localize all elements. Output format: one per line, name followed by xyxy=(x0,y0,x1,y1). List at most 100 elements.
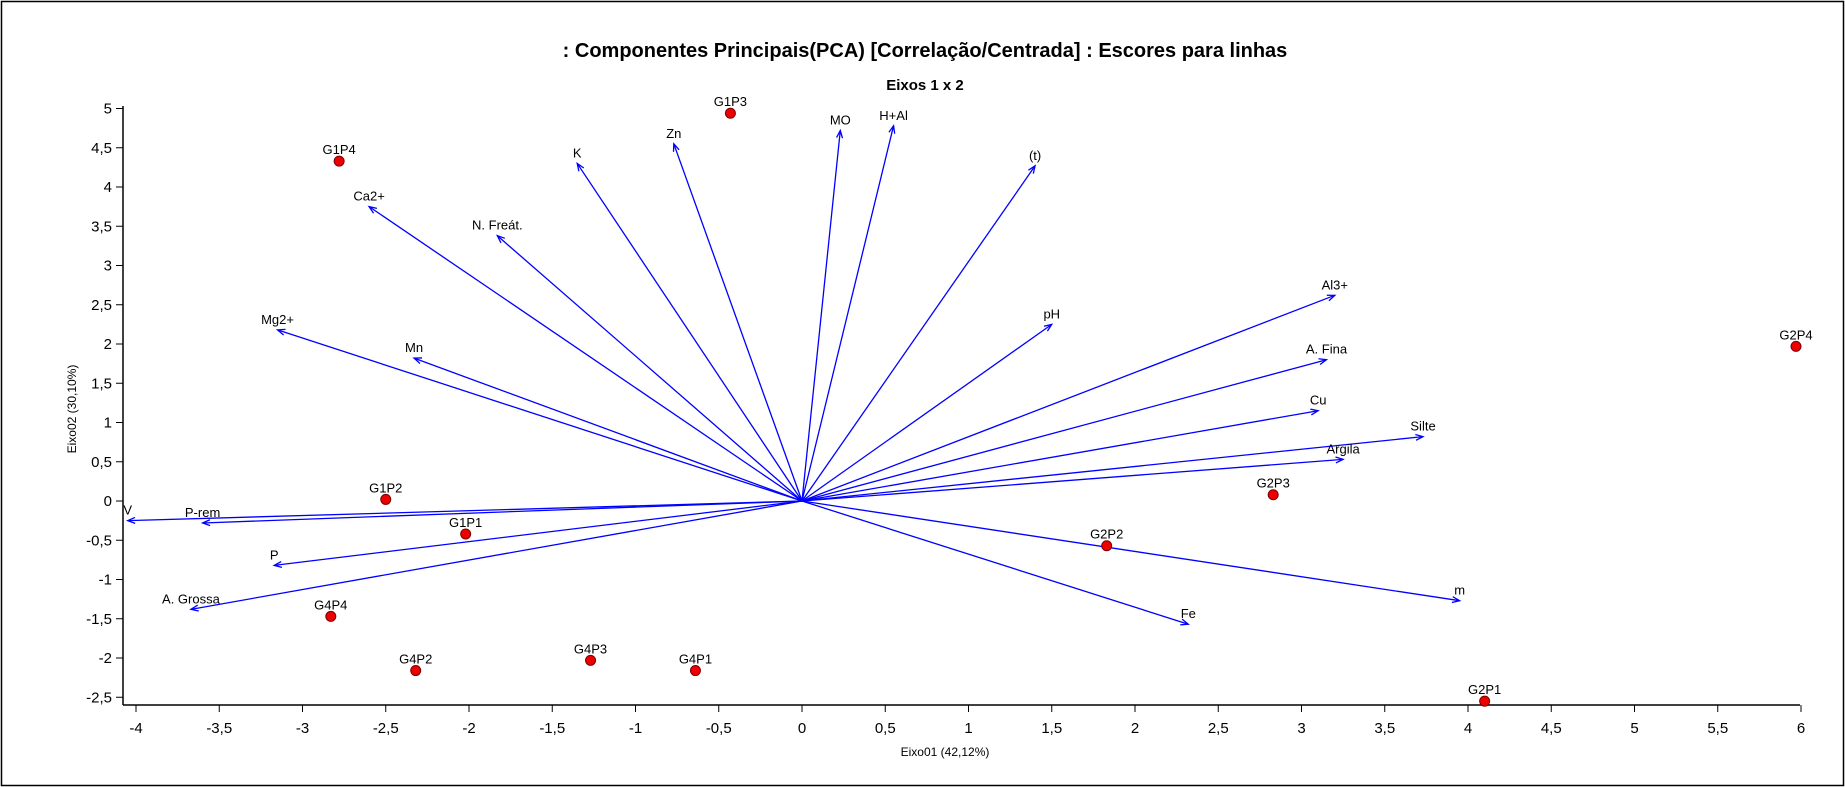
axes: -4 -3,5 -3 -2,5 -2 -1,5 -1 -0,5 0 0,5 1 1,5 2 2,5 3 3,5… xyxy=(86,101,1805,738)
y-tick-label: 3,5 xyxy=(91,218,112,235)
vector-label: MO xyxy=(830,112,851,127)
vector-label: P xyxy=(270,547,279,562)
vector-label: Cu xyxy=(1310,393,1327,408)
vector-label: N. Freát. xyxy=(472,218,523,233)
vector-arrowhead xyxy=(1451,596,1462,604)
vector-label: m xyxy=(1454,583,1465,598)
x-tick-label: 3,5 xyxy=(1374,720,1395,737)
vector-arrowhead xyxy=(412,357,423,364)
vector-label: A. Fina xyxy=(1306,342,1348,357)
vector-label: H+Al xyxy=(879,108,908,123)
vector-line xyxy=(801,435,1424,502)
score-point-label: G1P4 xyxy=(323,142,356,157)
x-tick-label: -1 xyxy=(629,720,642,737)
score-point xyxy=(1101,540,1113,552)
score-point xyxy=(380,493,392,505)
x-tick-label: 2,5 xyxy=(1208,720,1229,737)
score-point xyxy=(724,107,736,119)
score-point xyxy=(585,654,597,666)
vector-label: V xyxy=(123,503,132,518)
vector-line xyxy=(801,359,1327,502)
vector-label: Argila xyxy=(1327,441,1361,456)
x-tick-label: -2,5 xyxy=(373,720,399,737)
vector-arrowhead xyxy=(125,516,136,524)
vector-line xyxy=(801,165,1036,502)
y-axis-label: Eixo02 (30,10%) xyxy=(65,365,79,454)
score-point-label: G2P4 xyxy=(1779,327,1812,342)
score-points: G1P3 G1P4 G1P2 G1P1 G4P4 G4P2 G4P3 G4P1 G2P2 G2P3… xyxy=(314,94,1813,707)
y-tick-label: 4 xyxy=(104,179,112,196)
y-tick-label: 2 xyxy=(104,336,112,353)
vector-arrowhead xyxy=(672,142,680,152)
y-tick-label: 0 xyxy=(104,493,112,510)
vector-label: Mn xyxy=(405,340,423,355)
y-axis-ticks: 5 4,5 4 3,5 3 2,5 2 1,5 1 0,5 0 -0,5 -1 -1,5 -2 -2,5 xyxy=(86,101,123,706)
vector-label: Ca2+ xyxy=(353,189,384,204)
score-point-label: G1P2 xyxy=(369,480,402,495)
score-point xyxy=(1267,489,1279,501)
vector-label: Fe xyxy=(1181,606,1196,621)
score-point-label: G4P1 xyxy=(679,652,712,667)
vector-label: Zn xyxy=(666,126,681,141)
score-point xyxy=(689,665,701,677)
chart-subtitle: Eixos 1 x 2 xyxy=(886,77,964,94)
x-tick-label: 5 xyxy=(1630,720,1638,737)
vector-line xyxy=(413,357,803,502)
score-point-label: G1P1 xyxy=(449,515,482,530)
vector-line xyxy=(274,500,803,567)
score-point-label: G4P2 xyxy=(399,652,432,667)
x-tick-label: 5,5 xyxy=(1707,720,1728,737)
vector-label: K xyxy=(573,145,582,160)
vector-line xyxy=(277,329,803,502)
y-tick-label: 2,5 xyxy=(91,297,112,314)
vector-label: P-rem xyxy=(185,505,220,520)
vector-arrowhead xyxy=(1180,618,1190,626)
x-tick-label: 6 xyxy=(1797,720,1805,737)
vector-line xyxy=(673,143,803,502)
vector-arrowhead xyxy=(1326,294,1337,302)
vector-line xyxy=(801,410,1319,502)
score-point-label: G4P4 xyxy=(314,597,347,612)
vector-line xyxy=(801,458,1344,502)
vector-line xyxy=(801,500,1189,625)
vector-line xyxy=(801,500,1460,602)
vector-arrowhead xyxy=(495,234,506,244)
y-tick-label: 3 xyxy=(104,258,112,275)
x-tick-label: 0 xyxy=(798,720,806,737)
vector-arrowhead xyxy=(836,128,844,139)
vector-label: A. Grossa xyxy=(162,591,221,606)
x-tick-label: 4 xyxy=(1464,720,1472,737)
y-tick-label: 5 xyxy=(104,101,112,118)
loading-vectors: Zn MO H+Al (t) K Ca2+ N. Freát. Mg2+ Mn pH Al3+ A. … xyxy=(123,108,1465,626)
vector-label: Al3+ xyxy=(1322,277,1348,292)
vector-line xyxy=(127,500,803,522)
vector-arrowhead xyxy=(275,328,286,336)
vector-arrowhead xyxy=(1043,323,1054,332)
vector-arrowhead xyxy=(576,161,585,172)
vector-line xyxy=(368,206,803,502)
score-point xyxy=(460,528,472,540)
vector-line xyxy=(801,130,841,502)
vector-arrowhead xyxy=(272,560,283,569)
score-point xyxy=(333,155,345,167)
x-tick-label: 0,5 xyxy=(875,720,896,737)
x-tick-label: 3 xyxy=(1297,720,1305,737)
y-tick-label: 0,5 xyxy=(91,454,112,471)
vector-arrowhead xyxy=(200,519,211,527)
y-tick-label: -0,5 xyxy=(86,532,112,549)
vector-arrowhead xyxy=(1415,433,1425,441)
vector-label: Mg2+ xyxy=(261,312,294,327)
x-tick-label: -1,5 xyxy=(539,720,565,737)
chart-title: : Componentes Principais(PCA) [Correlaçã… xyxy=(563,40,1288,62)
score-point-label: G1P3 xyxy=(714,94,747,109)
vector-line xyxy=(801,125,895,502)
x-tick-label: 1,5 xyxy=(1041,720,1062,737)
vector-label: Silte xyxy=(1410,419,1435,434)
x-axis-label: Eixo01 (42,12%) xyxy=(901,745,990,759)
score-point-label: G2P1 xyxy=(1468,682,1501,697)
score-point xyxy=(1479,695,1491,707)
y-tick-label: -1 xyxy=(99,572,112,589)
vector-line xyxy=(496,235,803,502)
vector-label: pH xyxy=(1043,306,1060,321)
